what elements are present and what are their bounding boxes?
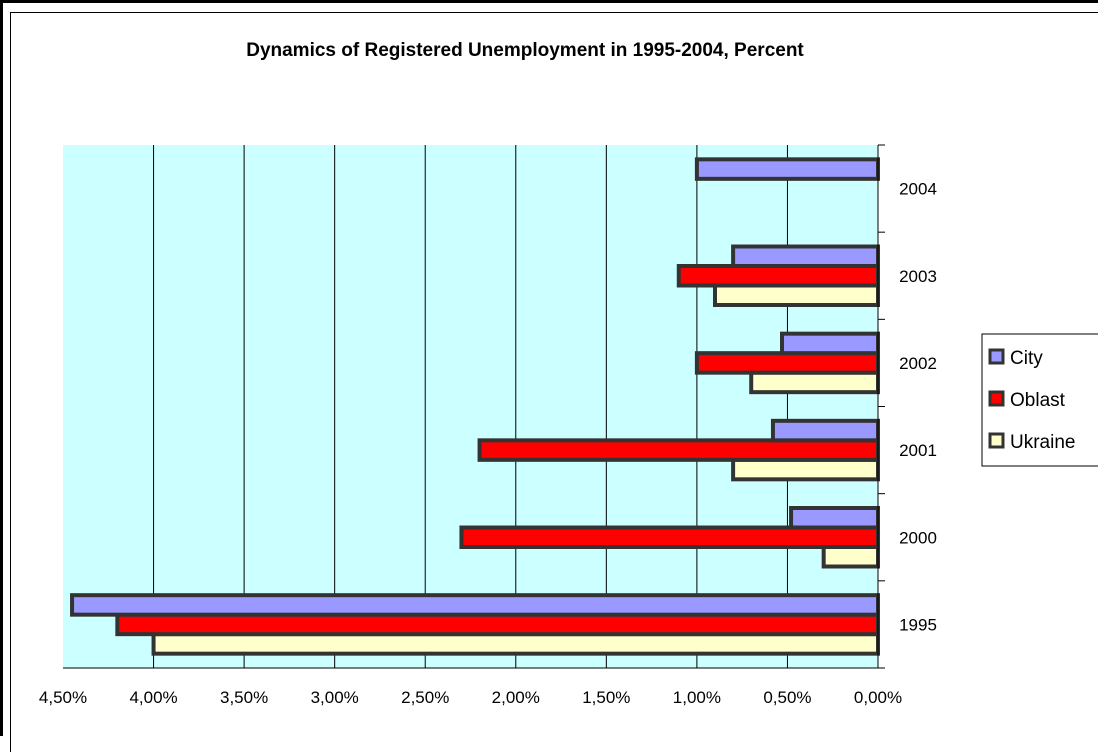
category-label: 2000	[899, 528, 937, 547]
bar-ukraine-2003	[713, 283, 880, 307]
axes	[63, 144, 885, 669]
category-labels: 1995 2000 2001 2002 2003 2004	[899, 180, 937, 635]
chart-title: Dynamics of Registered Unemployment in 1…	[246, 40, 804, 61]
x-tick-label: 0,50%	[763, 688, 811, 707]
bar-oblast-1995	[115, 612, 881, 637]
chart-area-border	[10, 12, 1098, 752]
category-label: 1995	[899, 615, 937, 634]
bar-oblast-2002	[694, 351, 881, 375]
bar-city-2001	[770, 418, 881, 443]
category-label: 2004	[899, 180, 937, 199]
x-tick-label: 1,50%	[582, 688, 630, 707]
x-tick-label: 2,50%	[401, 688, 449, 707]
chart-outer-border	[0, 0, 1098, 736]
legend-swatch-city	[988, 348, 1005, 365]
legend: City Oblast Ukraine	[981, 333, 1098, 467]
bar-city-2004	[694, 157, 881, 181]
legend-label-city: City	[1010, 348, 1043, 369]
bar-oblast-2000	[459, 525, 880, 549]
bar-city-1995	[70, 593, 881, 617]
x-tick-label: 0,00%	[854, 688, 902, 707]
bar-ukraine-2002	[749, 370, 881, 395]
x-tick-label: 4,00%	[129, 688, 177, 707]
legend-label-oblast: Oblast	[1010, 390, 1066, 411]
bar-oblast-2003	[676, 264, 880, 288]
legend-swatch-ukraine	[988, 432, 1005, 449]
x-tick-label: 2,00%	[492, 688, 540, 707]
plot-background	[63, 145, 878, 668]
category-label: 2003	[899, 267, 937, 286]
gridlines	[153, 145, 788, 668]
bar-ukraine-1995	[151, 632, 881, 656]
bar-oblast-2001	[477, 438, 880, 462]
category-label: 2002	[899, 354, 937, 373]
chart-canvas: Dynamics of Registered Unemployment in 1…	[39, 40, 1098, 707]
plot-area	[63, 145, 878, 668]
x-tick-label: 1,00%	[673, 688, 721, 707]
x-tick-label: 3,00%	[311, 688, 359, 707]
legend-swatch-oblast	[988, 390, 1005, 407]
bars	[70, 157, 881, 656]
bar-city-2002	[780, 331, 880, 356]
bar-ukraine-2000	[821, 545, 881, 569]
bar-city-2003	[731, 244, 880, 268]
bar-city-2000	[789, 506, 880, 530]
x-tick-label: 4,50%	[39, 688, 87, 707]
bar-ukraine-2001	[731, 457, 880, 482]
category-label: 2001	[899, 441, 937, 460]
legend-label-ukraine: Ukraine	[1010, 432, 1075, 453]
x-tick-label: 3,50%	[220, 688, 268, 707]
x-tick-labels: 0,00% 0,50% 1,00% 1,50% 2,00% 2,50% 3,00% 3,50%…	[39, 688, 902, 707]
